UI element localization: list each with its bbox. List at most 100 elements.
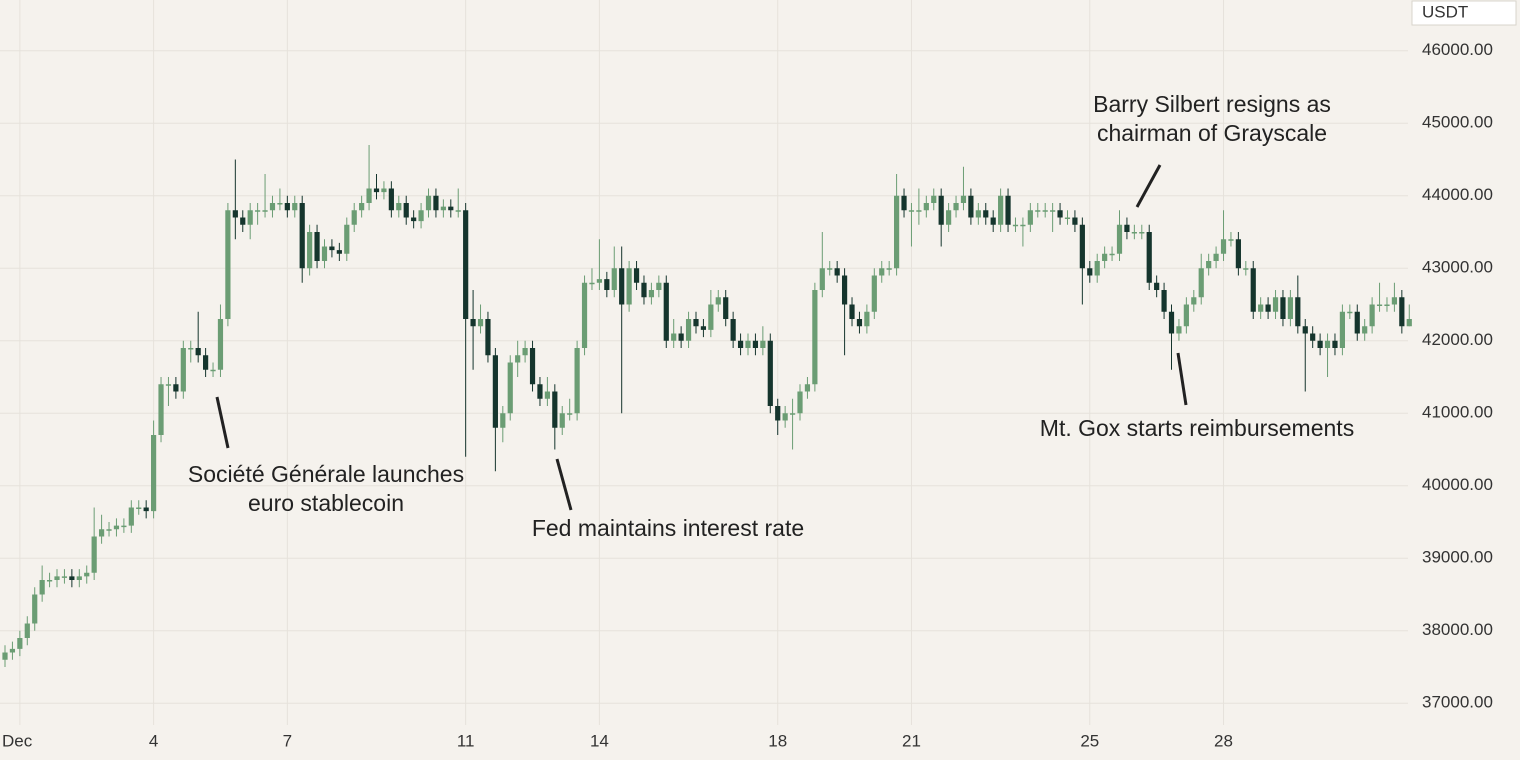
leader-line [1135, 164, 1162, 208]
candle-body [1050, 210, 1056, 212]
candle-body [737, 340, 744, 348]
candle-body [871, 275, 877, 312]
candle-body [359, 203, 365, 211]
candle-body [596, 279, 602, 283]
candle-body [671, 333, 677, 341]
candle-body [782, 413, 788, 421]
candle-body [990, 217, 996, 225]
candle-body [1064, 217, 1071, 219]
candle-body [1191, 297, 1197, 305]
x-tick-label: 28 [1214, 731, 1233, 750]
candle-body [165, 384, 172, 386]
candle-body [61, 576, 68, 578]
candle-body [284, 203, 290, 211]
candle-body [656, 282, 662, 290]
candle-body [173, 384, 179, 392]
candle-body [775, 406, 781, 421]
candle-body [1079, 224, 1085, 269]
candle-body [1339, 311, 1345, 348]
candle-body [946, 210, 952, 225]
candle-body [106, 529, 112, 531]
candle-body [1399, 297, 1405, 327]
candle-body [1354, 311, 1360, 334]
y-tick-label: 44000.00 [1422, 185, 1493, 204]
candle-body [1213, 253, 1219, 261]
candle-body [879, 268, 885, 276]
candle-body [633, 268, 640, 283]
candle-body [32, 594, 38, 624]
candle-body [262, 210, 268, 212]
candle-body [886, 268, 892, 270]
candle-body [1317, 340, 1323, 348]
candle-body [210, 369, 216, 372]
candle-body [46, 580, 53, 582]
grid [0, 0, 1408, 725]
candle-body [24, 623, 30, 638]
candle-body [1324, 340, 1331, 348]
candle-body [1332, 340, 1338, 348]
candle-body [388, 188, 394, 211]
annotation-text: Fed maintains interest rate [532, 515, 804, 541]
candle-body [1258, 304, 1264, 312]
candle-body [953, 203, 959, 211]
currency-box [1411, 0, 1517, 26]
candle-body [522, 348, 528, 356]
candle-body [1272, 297, 1279, 312]
candle-body [336, 250, 342, 254]
candle-body [1042, 210, 1048, 212]
candle-body [448, 206, 454, 211]
candle-body [292, 203, 298, 211]
candle-body [9, 648, 16, 653]
annotation-text: Société Générale launches [188, 461, 464, 487]
x-tick-label: Dec [2, 731, 33, 750]
candle-body [217, 319, 224, 370]
candle-body [1406, 319, 1412, 327]
candle-body [1057, 210, 1063, 218]
candles [2, 145, 1412, 667]
candle-body [916, 210, 922, 212]
y-tick-label: 43000.00 [1422, 258, 1493, 277]
candle-body [1116, 224, 1123, 254]
candle-body [1376, 304, 1383, 306]
candle-body [128, 507, 134, 526]
candle-body [1243, 268, 1249, 270]
x-tick-label: 21 [902, 731, 921, 750]
candle-body [1027, 210, 1033, 225]
candle-body [931, 195, 937, 203]
candle-body [203, 355, 209, 370]
leader-line [215, 396, 230, 449]
candle-body [604, 279, 610, 290]
candle-body [321, 246, 328, 261]
candle-body [433, 195, 439, 211]
candle-body [998, 195, 1004, 225]
candle-body [1035, 210, 1041, 212]
candle-body [544, 391, 550, 399]
candle-body [225, 210, 231, 319]
candle-body [351, 210, 357, 225]
candle-body [1087, 268, 1093, 276]
candle-body [180, 348, 186, 392]
y-tick-label: 42000.00 [1422, 330, 1493, 349]
y-tick-label: 38000.00 [1422, 620, 1493, 639]
candle-body [69, 576, 75, 580]
candle-body [812, 290, 818, 385]
candle-body [232, 210, 238, 218]
x-tick-label: 14 [590, 731, 609, 750]
candle-body [841, 275, 848, 305]
candle-body [983, 210, 989, 218]
annotation-text: euro stablecoin [248, 490, 404, 516]
candle-body [745, 340, 751, 348]
candle-body [485, 319, 491, 356]
candle-body [648, 290, 655, 298]
candle-body [1235, 239, 1241, 269]
candle-body [975, 210, 981, 218]
y-tick-label: 41000.00 [1422, 403, 1493, 422]
candle-body [923, 203, 929, 211]
candle-body [856, 319, 863, 327]
candle-body [611, 268, 617, 290]
candle-body [1228, 239, 1234, 241]
candle-body [477, 319, 484, 327]
candle-body [752, 340, 759, 348]
candle-body [158, 384, 164, 435]
currency-label: USDT [1422, 2, 1468, 21]
